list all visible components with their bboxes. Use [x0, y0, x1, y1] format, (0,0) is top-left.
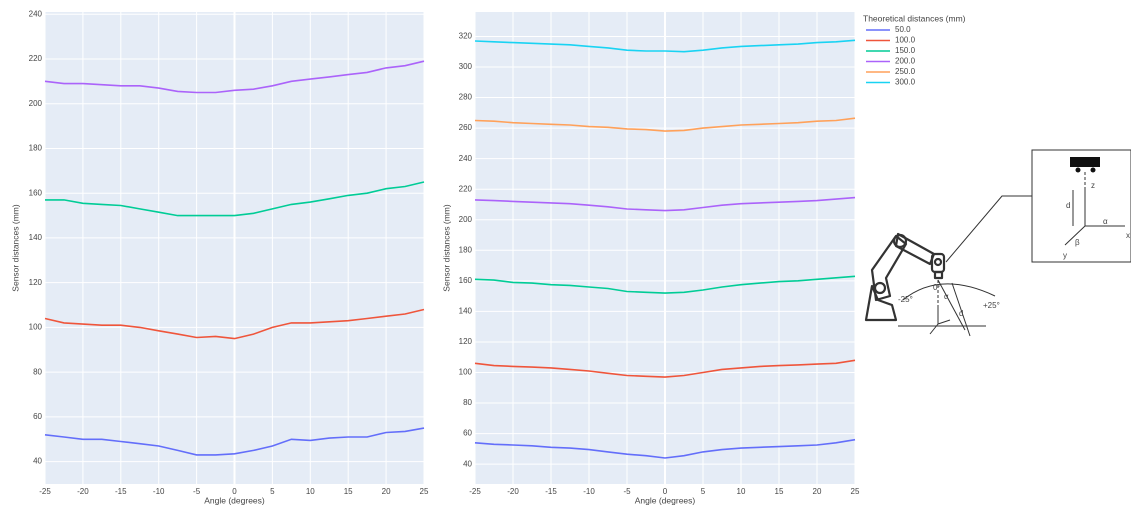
y-tick-label: 80 — [33, 367, 42, 376]
y-tick-label: 40 — [463, 459, 472, 468]
x-tick-label: -20 — [77, 487, 89, 496]
y-tick-label: 60 — [33, 412, 42, 421]
x-tick-label: 25 — [420, 487, 429, 496]
y-axis-title: Sensor distances (mm) — [10, 204, 20, 292]
x-tick-label: -20 — [507, 487, 519, 496]
x-tick-label: 25 — [851, 487, 860, 496]
diagram-label: +25° — [983, 301, 1000, 310]
y-tick-label: 80 — [463, 398, 472, 407]
y-tick-label: 140 — [459, 307, 473, 316]
y-tick-label: 180 — [29, 144, 43, 153]
y-tick-label: 40 — [33, 457, 42, 466]
legend-label: 300.0 — [895, 78, 916, 87]
y-tick-label: 240 — [459, 154, 473, 163]
y-tick-label: 160 — [459, 276, 473, 285]
x-tick-label: 5 — [270, 487, 275, 496]
subplot: 40 60 80 100 120 140 160 180 200 220 240 260 280 300 3… — [441, 12, 860, 505]
diagram-label: β — [1075, 238, 1080, 247]
legend-label: 150.0 — [895, 46, 916, 55]
x-tick-label: 15 — [775, 487, 784, 496]
diagram-label: -25° — [898, 295, 913, 304]
y-tick-label: 240 — [29, 9, 43, 18]
diagram-label: α — [1103, 217, 1108, 226]
diagram-label: z — [1091, 181, 1095, 190]
figure: 40 60 80 100 120 140 160 180 200 220 240 -25 -20 -15 -… — [0, 0, 1131, 507]
y-tick-label: 160 — [29, 188, 43, 197]
y-tick-label: 320 — [459, 32, 473, 41]
x-tick-label: -5 — [623, 487, 631, 496]
x-tick-label: 10 — [737, 487, 746, 496]
legend-label: 50.0 — [895, 25, 911, 34]
y-tick-label: 200 — [459, 215, 473, 224]
y-tick-label: 220 — [29, 54, 43, 63]
y-tick-label: 100 — [459, 368, 473, 377]
y-tick-label: 120 — [459, 337, 473, 346]
y-tick-label: 100 — [29, 323, 43, 332]
legend-title: Theoretical distances (mm) — [863, 13, 966, 23]
x-tick-label: -15 — [115, 487, 127, 496]
diagram-label: 0° — [933, 283, 941, 292]
diagram-label: x — [1126, 231, 1130, 240]
diagram-label: y — [1063, 251, 1067, 260]
x-tick-label: -10 — [153, 487, 165, 496]
x-tick-label: 20 — [813, 487, 822, 496]
x-tick-label: -10 — [583, 487, 595, 496]
x-tick-label: -15 — [545, 487, 557, 496]
x-tick-label: 20 — [382, 487, 391, 496]
diagram-label: α — [944, 292, 949, 301]
y-tick-label: 180 — [459, 245, 473, 254]
y-tick-label: 200 — [29, 99, 43, 108]
y-tick-label: 120 — [29, 278, 43, 287]
x-tick-label: -5 — [193, 487, 201, 496]
x-tick-label: -25 — [469, 487, 481, 496]
diagram-label: d — [1066, 201, 1070, 210]
legend: Theoretical distances (mm) 50.0 100.0150.0… — [863, 13, 966, 86]
x-axis-title: Angle (degrees) — [204, 495, 265, 505]
y-tick-label: 140 — [29, 233, 43, 242]
y-tick-label: 260 — [459, 123, 473, 132]
legend-label: 100.0 — [895, 36, 916, 45]
legend-label: 250.0 — [895, 67, 916, 76]
x-tick-label: 5 — [701, 487, 706, 496]
x-tick-label: 10 — [306, 487, 315, 496]
y-tick-label: 280 — [459, 93, 473, 102]
x-axis-title: Angle (degrees) — [635, 495, 696, 505]
x-tick-label: 15 — [344, 487, 353, 496]
y-axis-title: Sensor distances (mm) — [441, 204, 451, 292]
x-tick-label: -25 — [39, 487, 51, 496]
y-tick-label: 60 — [463, 429, 472, 438]
y-tick-label: 300 — [459, 62, 473, 71]
legend-label: 200.0 — [895, 57, 916, 66]
diagram-label: d — [959, 309, 963, 318]
y-tick-label: 220 — [459, 184, 473, 193]
subplot: 40 60 80 100 120 140 160 180 200 220 240 -25 -20 -15 -… — [10, 0, 429, 505]
